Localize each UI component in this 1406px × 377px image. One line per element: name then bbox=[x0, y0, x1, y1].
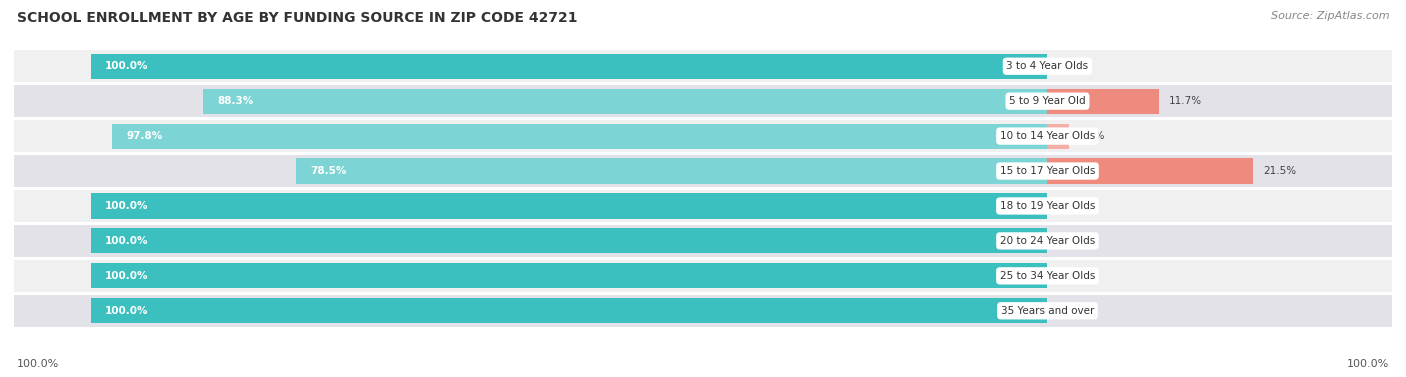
Text: 21.5%: 21.5% bbox=[1263, 166, 1296, 176]
Text: 100.0%: 100.0% bbox=[105, 236, 149, 246]
Text: SCHOOL ENROLLMENT BY AGE BY FUNDING SOURCE IN ZIP CODE 42721: SCHOOL ENROLLMENT BY AGE BY FUNDING SOUR… bbox=[17, 11, 578, 25]
Bar bbox=[90, 298, 1047, 323]
Bar bbox=[90, 263, 1047, 288]
Bar bbox=[14, 260, 1392, 292]
Text: 88.3%: 88.3% bbox=[217, 96, 253, 106]
Text: 5 to 9 Year Old: 5 to 9 Year Old bbox=[1010, 96, 1085, 106]
Bar bbox=[14, 85, 1392, 117]
Text: 20 to 24 Year Olds: 20 to 24 Year Olds bbox=[1000, 236, 1095, 246]
Bar bbox=[14, 190, 1392, 222]
Bar bbox=[1047, 89, 1160, 114]
Text: 25 to 34 Year Olds: 25 to 34 Year Olds bbox=[1000, 271, 1095, 281]
Text: 10 to 14 Year Olds: 10 to 14 Year Olds bbox=[1000, 131, 1095, 141]
Text: 0.0%: 0.0% bbox=[1057, 236, 1083, 246]
Bar bbox=[1047, 158, 1253, 184]
Text: 15 to 17 Year Olds: 15 to 17 Year Olds bbox=[1000, 166, 1095, 176]
Text: 2.2%: 2.2% bbox=[1078, 131, 1105, 141]
Text: 3 to 4 Year Olds: 3 to 4 Year Olds bbox=[1007, 61, 1088, 71]
Text: 97.8%: 97.8% bbox=[127, 131, 162, 141]
Bar bbox=[1047, 124, 1069, 149]
Text: 100.0%: 100.0% bbox=[105, 201, 149, 211]
Text: 11.7%: 11.7% bbox=[1168, 96, 1202, 106]
Text: 100.0%: 100.0% bbox=[105, 61, 149, 71]
Bar bbox=[90, 228, 1047, 253]
Bar bbox=[297, 158, 1047, 184]
Text: 100.0%: 100.0% bbox=[1347, 359, 1389, 369]
Text: 35 Years and over: 35 Years and over bbox=[1001, 306, 1094, 316]
Text: 0.0%: 0.0% bbox=[1057, 61, 1083, 71]
Bar bbox=[14, 225, 1392, 257]
Bar bbox=[14, 50, 1392, 82]
Text: 100.0%: 100.0% bbox=[17, 359, 59, 369]
Text: 0.0%: 0.0% bbox=[1057, 271, 1083, 281]
Bar bbox=[90, 193, 1047, 219]
Text: 100.0%: 100.0% bbox=[105, 306, 149, 316]
Text: 18 to 19 Year Olds: 18 to 19 Year Olds bbox=[1000, 201, 1095, 211]
Bar bbox=[111, 124, 1047, 149]
Text: 0.0%: 0.0% bbox=[1057, 306, 1083, 316]
Text: 0.0%: 0.0% bbox=[1057, 201, 1083, 211]
Bar bbox=[90, 54, 1047, 79]
Bar bbox=[14, 295, 1392, 327]
Text: 100.0%: 100.0% bbox=[105, 271, 149, 281]
Text: Source: ZipAtlas.com: Source: ZipAtlas.com bbox=[1271, 11, 1389, 21]
Bar bbox=[14, 155, 1392, 187]
Bar bbox=[14, 120, 1392, 152]
Text: 78.5%: 78.5% bbox=[311, 166, 347, 176]
Bar bbox=[202, 89, 1047, 114]
